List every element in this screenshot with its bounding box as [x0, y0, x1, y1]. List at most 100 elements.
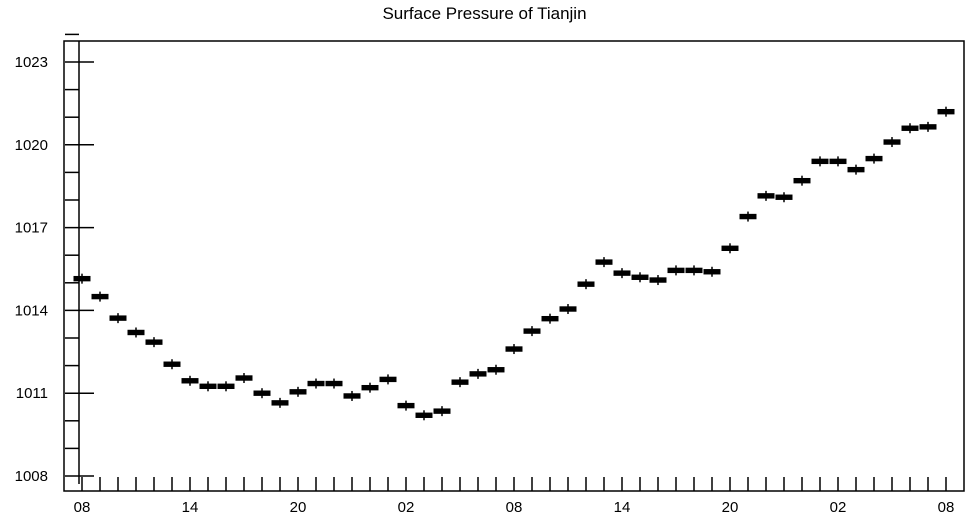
box-mark: [379, 374, 397, 385]
box-body: [253, 390, 271, 396]
box-mark: [253, 388, 271, 399]
box-mark: [523, 326, 541, 337]
box-mark: [793, 175, 811, 186]
box-body: [343, 393, 361, 399]
box-body: [73, 275, 91, 282]
box-mark: [559, 304, 577, 315]
box-mark: [361, 382, 379, 393]
box-body: [559, 306, 577, 312]
box-body: [523, 328, 541, 334]
box-mark: [541, 313, 559, 324]
x-tick-label: 08: [938, 499, 955, 516]
box-body: [847, 166, 865, 173]
box-body: [199, 383, 217, 390]
y-tick-label: 1008: [15, 468, 48, 485]
y-tick-label: 1011: [16, 385, 48, 402]
box-mark: [865, 153, 883, 164]
box-mark: [487, 364, 505, 375]
box-body: [109, 315, 127, 321]
box-mark: [433, 406, 451, 417]
box-mark: [847, 164, 865, 175]
x-tick-label: 02: [830, 499, 847, 516]
box-body: [721, 245, 739, 252]
box-mark: [163, 359, 181, 370]
box-mark: [613, 268, 631, 279]
y-tick-label: 1017: [15, 220, 48, 237]
box-body: [775, 194, 793, 200]
x-tick-label: 08: [74, 499, 91, 516]
box-mark: [199, 381, 217, 392]
x-tick-label: 08: [506, 499, 523, 516]
box-body: [325, 380, 343, 387]
box-mark: [829, 156, 847, 167]
box-mark: [127, 327, 145, 338]
box-body: [883, 139, 901, 145]
box-mark: [505, 344, 523, 355]
box-body: [829, 158, 847, 165]
box-mark: [73, 273, 91, 284]
box-body: [127, 329, 145, 336]
box-mark: [145, 337, 163, 348]
box-mark: [307, 378, 325, 389]
box-mark: [271, 397, 289, 408]
box-body: [505, 346, 523, 352]
box-body: [379, 376, 397, 383]
x-tick-label: 14: [182, 499, 199, 516]
box-mark: [721, 243, 739, 254]
box-mark: [595, 257, 613, 268]
y-tick-label: 1023: [15, 54, 48, 71]
box-mark: [919, 121, 937, 132]
box-body: [631, 274, 649, 280]
box-mark: [811, 156, 829, 167]
x-tick-label: 20: [290, 499, 307, 516]
box-body: [793, 177, 811, 184]
box-body: [937, 108, 955, 115]
box-mark: [91, 291, 109, 302]
box-body: [145, 339, 163, 345]
box-mark: [109, 313, 127, 324]
box-mark: [739, 211, 757, 222]
box-mark: [883, 137, 901, 148]
box-body: [757, 193, 775, 199]
box-mark: [451, 377, 469, 388]
box-body: [739, 213, 757, 220]
y-axis: 1008 1011 1014 1017 1020 1023: [15, 33, 94, 485]
box-body: [865, 155, 883, 162]
box-mark: [577, 279, 595, 290]
box-series: [73, 106, 955, 421]
x-tick-label: 20: [722, 499, 739, 516]
box-body: [235, 375, 253, 381]
box-body: [649, 277, 667, 283]
box-body: [469, 371, 487, 377]
box-body: [451, 379, 469, 385]
box-body: [361, 384, 379, 391]
box-mark: [343, 390, 361, 401]
box-mark: [217, 381, 235, 392]
box-mark: [649, 275, 667, 286]
box-body: [217, 383, 235, 390]
box-body: [487, 367, 505, 373]
box-mark: [901, 123, 919, 134]
y-tick-label: 1020: [15, 137, 48, 154]
box-body: [163, 361, 181, 367]
box-body: [577, 281, 595, 287]
box-body: [415, 412, 433, 418]
chart-title: Surface Pressure of Tianjin: [382, 4, 587, 23]
x-tick-label: 02: [398, 499, 415, 516]
box-body: [595, 259, 613, 265]
box-body: [613, 270, 631, 276]
x-tick-label: 14: [614, 499, 631, 516]
box-mark: [235, 373, 253, 384]
box-mark: [325, 378, 343, 389]
box-mark: [469, 368, 487, 379]
box-body: [811, 158, 829, 165]
box-mark: [685, 265, 703, 276]
box-body: [397, 402, 415, 409]
box-mark: [397, 400, 415, 411]
box-body: [919, 124, 937, 130]
box-mark: [937, 106, 955, 117]
box-mark: [631, 272, 649, 283]
box-body: [667, 267, 685, 274]
box-body: [91, 293, 109, 300]
